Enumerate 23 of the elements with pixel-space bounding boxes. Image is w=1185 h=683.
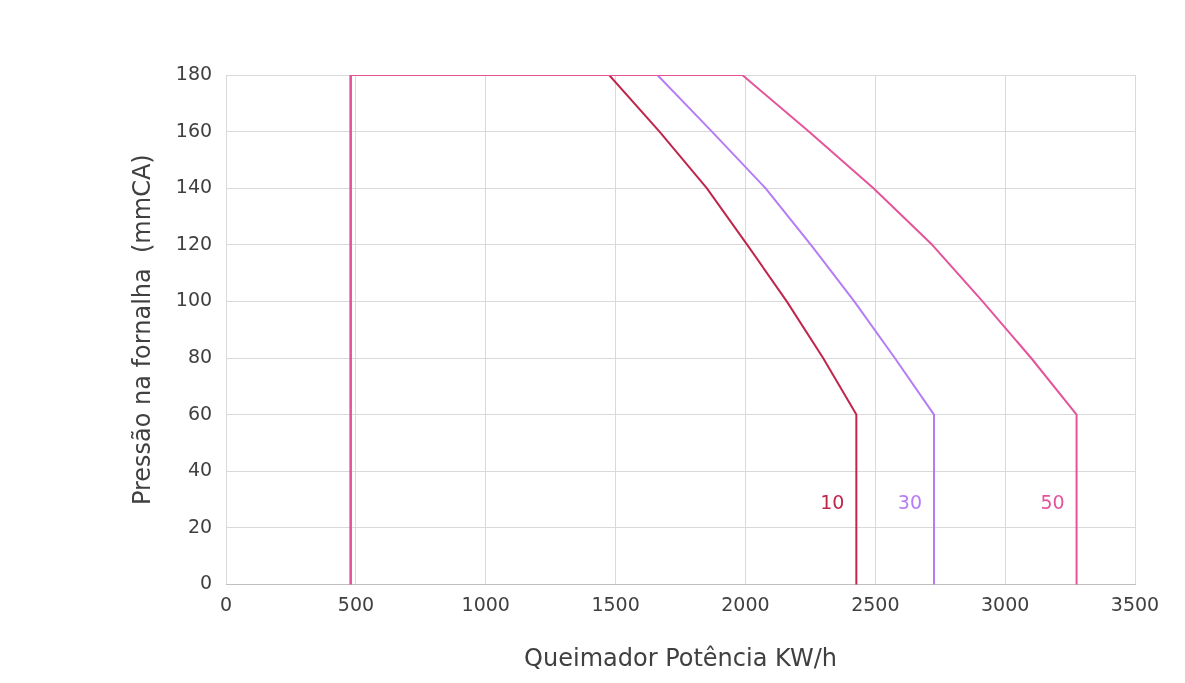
y-tick-label: 120 [175,231,213,254]
x-tick-label: 500 [337,592,375,615]
y-tick-label: 0 [199,571,213,594]
x-tick-label: 2000 [721,592,770,615]
y-tick-label: 140 [175,175,213,198]
series-label: 10 [820,491,845,514]
y-tick-label: 60 [187,401,213,424]
y-tick-label: 20 [187,514,213,537]
y-tick-label: 40 [187,458,213,481]
x-tick-label: 1000 [461,592,510,615]
y-axis-title: Pressão na fornalha (mmCA) [127,154,156,506]
x-tick-label: 2500 [851,592,900,615]
x-tick-label: 3000 [980,592,1030,615]
x-tick-label: 0 [220,592,233,615]
x-tick-label: 1500 [591,592,640,615]
series-label: 30 [897,491,922,514]
series-label: 50 [1040,491,1065,514]
x-axis-title: Queimador Potência KW/h [524,643,837,672]
x-tick-label: 3500 [1110,592,1160,615]
y-tick-label: 80 [187,344,213,367]
y-tick-label: 160 [175,118,213,141]
y-tick-label: 100 [175,288,213,311]
y-tick-label: 180 [175,61,213,84]
